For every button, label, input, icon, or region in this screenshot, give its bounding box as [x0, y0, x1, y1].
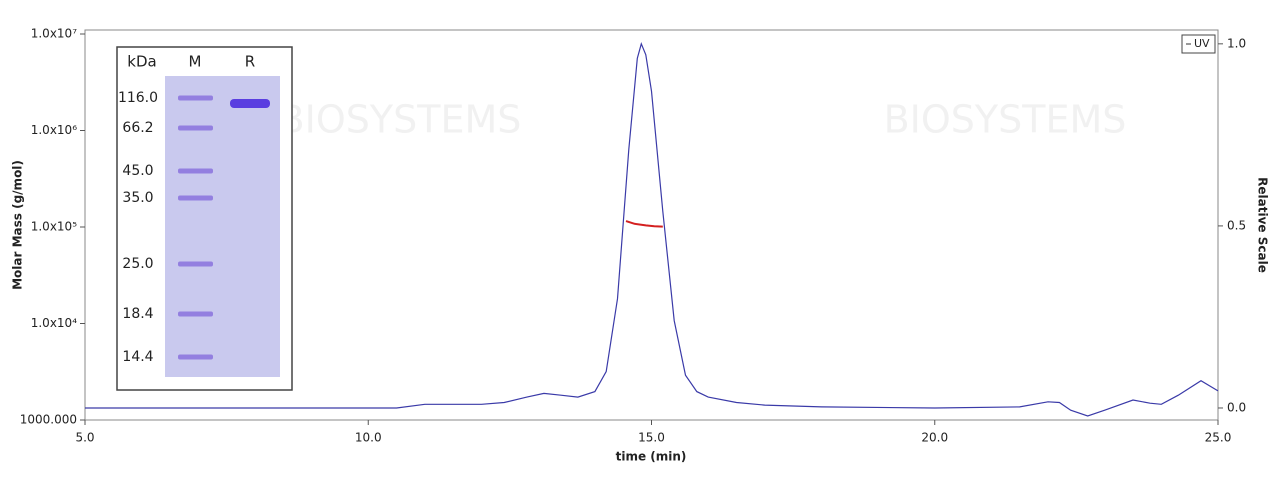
marker-band [178, 95, 213, 101]
marker-label: 116.0 [118, 90, 158, 106]
y2-axis-label: Relative Scale [1256, 177, 1270, 273]
x-tick-label: 15.0 [638, 431, 665, 445]
legend-label: UV [1194, 37, 1210, 50]
sample-band [230, 99, 270, 108]
marker-label: 25.0 [122, 256, 153, 272]
marker-label: 14.4 [122, 349, 153, 365]
x-tick-label: 5.0 [75, 431, 94, 445]
y-tick-label: 1000.000 [20, 413, 77, 427]
series-line [625, 220, 663, 228]
marker-label: 35.0 [122, 190, 153, 206]
series-line [85, 41, 1219, 417]
marker-band [178, 195, 213, 201]
marker-band [178, 354, 213, 360]
y-tick-label: 1.0x10⁴ [31, 316, 77, 330]
y2-tick-label: 1.0 [1227, 36, 1246, 50]
marker-band [178, 168, 213, 174]
marker-label: 66.2 [122, 120, 153, 136]
y-tick-label: 1.0x10⁵ [31, 219, 77, 233]
watermark: BIOSYSTEMS [884, 98, 1127, 142]
y-tick-label: 1.0x10⁷ [31, 26, 77, 40]
y-tick-label: 1.0x10⁶ [31, 123, 77, 137]
gel [165, 76, 280, 377]
x-axis-label: time (min) [616, 450, 687, 464]
marker-band [178, 261, 213, 267]
inset [116, 46, 293, 391]
x-tick-label: 20.0 [921, 431, 948, 445]
x-tick-label: 25.0 [1205, 431, 1232, 445]
y2-tick-label: 0.5 [1227, 218, 1246, 232]
watermark: BIOSYSTEMS [279, 98, 522, 142]
inset-header: R [245, 53, 255, 71]
y2-tick-label: 0.0 [1227, 400, 1246, 414]
x-tick-label: 10.0 [355, 431, 382, 445]
inset-header: M [189, 53, 202, 71]
marker-label: 18.4 [122, 306, 153, 322]
inset-header: kDa [127, 53, 156, 71]
legend-box [1181, 34, 1216, 54]
marker-band [178, 125, 213, 131]
marker-label: 45.0 [122, 163, 153, 179]
y-axis-label: Molar Mass (g/mol) [11, 160, 25, 290]
marker-band [178, 311, 213, 317]
